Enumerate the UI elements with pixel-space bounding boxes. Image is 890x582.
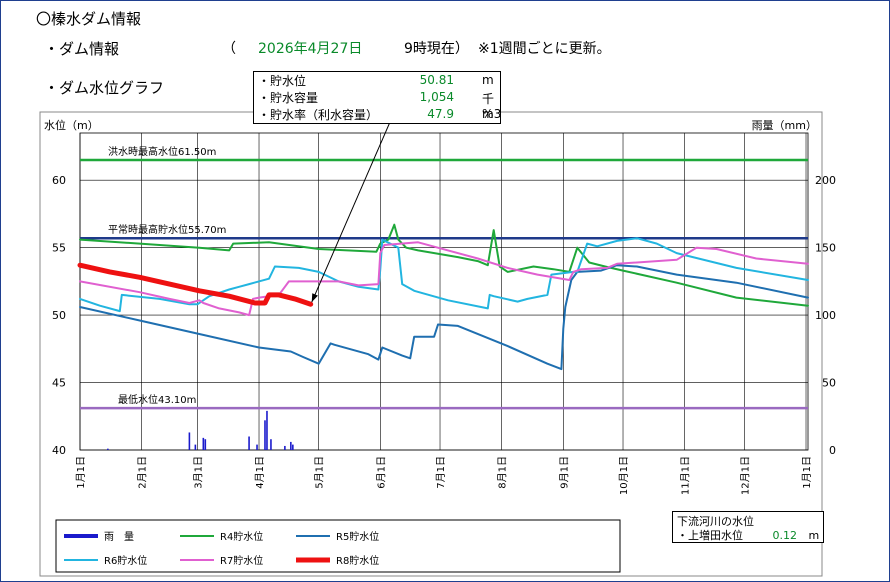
plot-area xyxy=(79,132,809,451)
series-line-r6 xyxy=(79,237,809,313)
y2-tick-label: 0 xyxy=(829,444,836,457)
current-status-box: ・貯水位 50.81 m ・貯水容量 1,054 千m3 ・貯水率（利水容量） … xyxy=(253,71,501,124)
y-tick-label: 55 xyxy=(52,242,66,255)
y-tick-label: 50 xyxy=(52,309,66,322)
ref-label-normal: 平常時最高貯水位55.70m xyxy=(108,223,226,236)
legend-label-r4: R4貯水位 xyxy=(220,530,263,543)
x-tick-label: 7月1日 xyxy=(435,456,447,489)
x-tick-label: 9月1日 xyxy=(558,456,570,489)
x-tick-label: 2月1日 xyxy=(137,456,149,489)
river-title: 下流河川の水位 xyxy=(677,515,754,528)
x-tick-label: 10月1日 xyxy=(618,456,630,495)
ref-label-low: 最低水位43.10m xyxy=(118,393,196,406)
series-line-r8 xyxy=(77,262,314,307)
info-label: ・貯水位 xyxy=(258,74,307,88)
legend-label-r6: R6貯水位 xyxy=(104,554,147,567)
update-note: ※1週間ごとに更新。 xyxy=(478,41,611,57)
y-tick-label: 60 xyxy=(52,174,66,187)
legend-label-r8: R8貯水位 xyxy=(336,554,379,567)
x-tick-label: 8月1日 xyxy=(497,456,509,489)
graph-section-label: ・ダム水位グラフ xyxy=(44,79,165,97)
time-text: 9時現在） xyxy=(404,41,469,57)
series-line-r4 xyxy=(79,223,809,307)
y-axis-title: 水位（m） xyxy=(44,118,99,132)
x-tick-label: 11月1日 xyxy=(680,456,692,495)
legend-label-rain: 雨 量 xyxy=(104,531,134,543)
info-value-volume: 1,054 xyxy=(419,90,454,104)
series-line-r5 xyxy=(79,264,809,371)
info-label: ・貯水率（利水容量） xyxy=(258,108,379,122)
river-value: 0.12 xyxy=(772,529,798,542)
info-label: ・貯水容量 xyxy=(258,91,319,105)
dam-info-label: ・ダム情報 xyxy=(44,40,120,58)
x-tick-label: 6月1日 xyxy=(375,456,387,489)
series-line-r7 xyxy=(79,241,809,317)
x-tick-label: 12月1日 xyxy=(739,456,751,495)
river-unit: m xyxy=(808,529,820,542)
legend-box xyxy=(55,519,621,573)
info-unit-rate: % xyxy=(482,107,494,121)
x-tick-label: 1月1日 xyxy=(801,456,813,489)
callout-arrow-line xyxy=(311,121,391,303)
x-tick-label: 3月1日 xyxy=(192,456,204,489)
y2-tick-label: 100 xyxy=(815,309,836,322)
x-tick-label: 5月1日 xyxy=(314,456,326,489)
date-open-paren: （ xyxy=(222,41,236,57)
chart-panel xyxy=(39,111,823,577)
date-value: 2026年4月27日 xyxy=(258,41,363,57)
y2-tick-label: 150 xyxy=(815,242,836,255)
legend-label-r5: R5貯水位 xyxy=(336,530,379,543)
y-tick-label: 45 xyxy=(52,377,66,390)
river-level-box: 下流河川の水位 ・上増田水位 0.12 m xyxy=(672,511,824,543)
info-row-level: ・貯水位 xyxy=(258,73,306,89)
x-tick-label: 4月1日 xyxy=(254,456,266,489)
info-row-rate: ・貯水率（利水容量） xyxy=(258,107,378,123)
info-value-rate: 47.9 xyxy=(427,107,454,121)
info-unit-level: m xyxy=(482,73,494,87)
river-label: ・上増田水位 xyxy=(677,529,743,542)
legend-label-r7: R7貯水位 xyxy=(220,554,263,567)
info-row-volume: ・貯水容量 xyxy=(258,90,318,106)
y2-tick-label: 50 xyxy=(822,377,836,390)
info-unit-volume: 千m3 xyxy=(482,92,502,121)
callout-arrow-head xyxy=(311,293,318,303)
x-tick-label: 1月1日 xyxy=(75,456,87,489)
river-row: ・上増田水位 0.12 m xyxy=(677,527,819,543)
ref-label-flood: 洪水時最高水位61.50m xyxy=(108,145,216,158)
y-tick-label: 40 xyxy=(52,444,66,457)
y2-tick-label: 200 xyxy=(815,174,836,187)
info-value-level: 50.81 xyxy=(419,73,454,87)
y2-axis-title: 雨量（mm） xyxy=(752,119,817,132)
page-title: 〇榛水ダム情報 xyxy=(36,10,142,28)
